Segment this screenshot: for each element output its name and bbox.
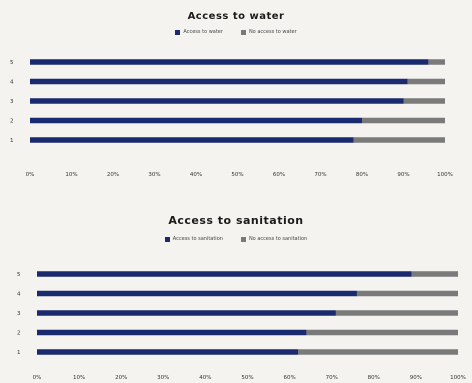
x-tick-label: 0%: [33, 375, 42, 381]
x-tick-label: 100%: [437, 172, 453, 178]
x-tick-label: 20%: [107, 172, 119, 178]
x-tick-label: 40%: [190, 172, 202, 178]
x-tick-label: 80%: [368, 375, 380, 381]
x-tick-label: 60%: [283, 375, 295, 381]
bar-access: [30, 98, 404, 104]
legend-swatch: [240, 236, 246, 242]
x-tick-label: 50%: [241, 375, 253, 381]
x-tick-label: 90%: [397, 172, 409, 178]
y-tick-label: 2: [10, 119, 14, 125]
bar-no-access: [407, 78, 445, 85]
bar-access: [30, 78, 408, 85]
legend-swatch: [164, 236, 170, 242]
bar-no-access: [353, 137, 445, 143]
chart-title: Access to water: [187, 11, 285, 22]
x-tick-label: 30%: [157, 375, 169, 381]
bar-access: [37, 310, 336, 316]
bar-no-access: [403, 98, 445, 104]
chart-title: Access to sanitation: [168, 214, 304, 227]
bar-access: [37, 349, 299, 355]
chart-legend: Access to sanitation No access to sanita…: [0, 236, 472, 242]
bar-access: [37, 271, 412, 277]
legend-item-no-access: No access to water: [240, 29, 297, 35]
legend-label: Access to water: [183, 29, 223, 35]
sanitation-chart: Access to sanitation Access to sanitatio…: [0, 200, 472, 383]
bar-no-access: [335, 310, 458, 316]
bar-no-access: [428, 59, 445, 65]
x-tick-label: 0%: [26, 172, 35, 178]
bar-access: [37, 290, 357, 297]
x-tick-label: 10%: [65, 172, 77, 178]
y-tick-label: 5: [17, 272, 21, 278]
y-tick-label: 2: [17, 331, 21, 337]
x-tick-label: 100%: [450, 375, 466, 381]
y-tick-label: 1: [17, 350, 21, 356]
x-tick-label: 30%: [148, 172, 160, 178]
legend-item-no-access: No access to sanitation: [240, 236, 308, 242]
water-chart: Access to water Access to water No acces…: [0, 0, 472, 190]
y-tick-label: 3: [17, 311, 21, 317]
y-tick-label: 3: [10, 99, 14, 105]
x-tick-label: 70%: [326, 375, 338, 381]
legend-item-access: Access to water: [175, 29, 223, 35]
x-tick-label: 50%: [231, 172, 243, 178]
x-tick-label: 70%: [314, 172, 326, 178]
bar-access: [30, 117, 362, 124]
legend-label: No access to sanitation: [248, 236, 308, 242]
legend-swatch: [175, 29, 181, 35]
legend-label: Access to sanitation: [172, 236, 223, 242]
y-tick-label: 5: [10, 60, 14, 66]
chart-legend: Access to water No access to water: [0, 29, 472, 35]
x-tick-label: 40%: [199, 375, 211, 381]
legend-label: No access to water: [248, 29, 297, 35]
bar-no-access: [298, 349, 458, 355]
bar-no-access: [306, 329, 458, 336]
x-tick-label: 80%: [356, 172, 368, 178]
x-tick-label: 20%: [115, 375, 127, 381]
x-tick-label: 90%: [410, 375, 422, 381]
x-tick-label: 60%: [273, 172, 285, 178]
bar-access: [37, 329, 307, 336]
bar-no-access: [362, 117, 445, 124]
legend-item-access: Access to sanitation: [164, 236, 223, 242]
x-tick-label: 10%: [73, 375, 85, 381]
bar-no-access: [411, 271, 458, 277]
y-tick-label: 4: [10, 80, 14, 86]
y-tick-label: 4: [17, 292, 21, 298]
y-tick-label: 1: [10, 138, 14, 144]
legend-swatch: [240, 29, 246, 35]
bar-access: [30, 137, 354, 143]
bar-no-access: [356, 290, 458, 297]
bar-access: [30, 59, 429, 65]
